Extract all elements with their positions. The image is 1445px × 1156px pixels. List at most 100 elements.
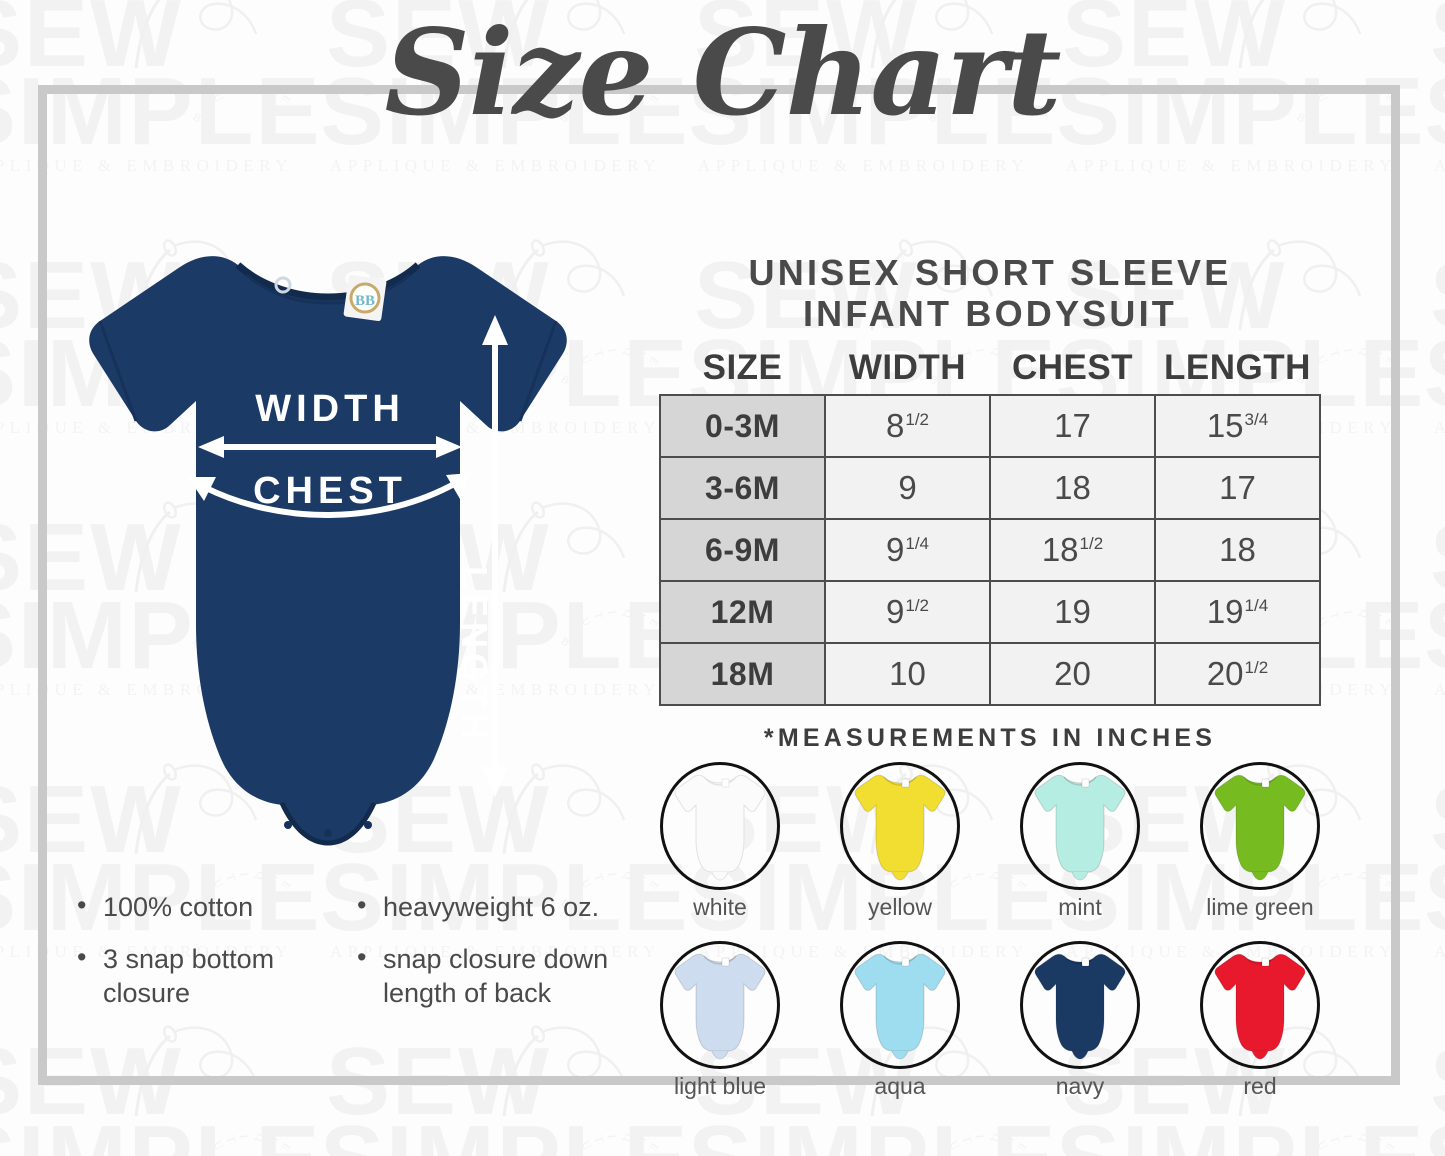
mini-crotch-panel [1251, 1050, 1269, 1060]
cell-width: 91/2 [824, 580, 991, 645]
color-swatch-grid: white yellow mint lime green light blue aqua… [640, 762, 1340, 1100]
thread-curl [541, 1026, 626, 1083]
swatch-label: lime green [1206, 894, 1314, 920]
swatch-label: aqua [874, 1073, 926, 1099]
color-swatch-navy[interactable]: navy [1000, 941, 1160, 1100]
mini-crotch-panel [711, 871, 729, 881]
mini-neckline [883, 955, 917, 965]
width-arrow-head-left [198, 436, 224, 458]
swatch-circle [660, 762, 780, 890]
swatch-ring [660, 941, 780, 1069]
watermark-subtitle: APPLIQUE & EMBROIDERY [1066, 156, 1397, 175]
cell-width-fraction: 1/4 [905, 534, 929, 554]
cell-width: 9 [824, 456, 991, 521]
watermark-simple: SIMPLE [1424, 1111, 1445, 1156]
swatch-circle [840, 941, 960, 1069]
mini-brand-label [721, 778, 730, 788]
mini-neckline [703, 776, 737, 786]
shoulder-snap-icon [274, 276, 292, 294]
bodysuit-shape [89, 256, 567, 805]
watermark-subtitle: APPLIQUE & EMBROIDERY [0, 156, 293, 175]
cell-chest: 181/2 [989, 518, 1156, 583]
crotch-seam [279, 801, 377, 846]
neckline-stitch [245, 273, 411, 305]
table-row: 12M 91/2 19 191/4 [659, 580, 1321, 645]
mini-bodysuit-icon [854, 953, 946, 1060]
watermark-subtitle: APPLIQUE & EMBROIDERY [1434, 156, 1445, 176]
feature-item: snap closure down length of back [355, 940, 615, 1010]
length-label: LENGTH [454, 566, 495, 744]
mini-bodysuit-shape [854, 774, 946, 873]
swatch-label: mint [1058, 894, 1102, 920]
cell-length: 17 [1154, 456, 1321, 521]
swatch-label: red [1243, 1073, 1277, 1099]
watermark-subtitle: APPLIQUE & EMBROIDERY [698, 156, 1029, 175]
swatch-ring [1020, 762, 1140, 890]
watermark-sew: SEW [1430, 771, 1445, 867]
panel-heading-line2: INFANT BODYSUIT [802, 293, 1177, 335]
color-swatch-mint[interactable]: mint [1000, 762, 1160, 921]
sleeve-right-seam [518, 320, 558, 422]
cell-length: 18 [1154, 518, 1321, 583]
column-header-chest: CHEST [1011, 348, 1134, 388]
table-row: 18M 10 20 201/2 [659, 642, 1321, 707]
mini-brand-label [1261, 778, 1270, 788]
bodysuit-diagram: BB WIDTH CHEST LENGTH [70, 225, 590, 865]
mini-bodysuit-icon [1214, 774, 1306, 881]
mini-bodysuit-shape [674, 774, 766, 873]
mini-bodysuit-icon [1214, 953, 1306, 1060]
mini-neckline [1063, 776, 1097, 786]
watermark-simple: SIMPLE [1424, 587, 1445, 683]
mini-brand-label [901, 778, 910, 788]
cell-width: 81/2 [824, 394, 991, 459]
features-column-right: heavyweight 6 oz. snap closure down lengt… [355, 888, 615, 1028]
color-swatch-lime-green[interactable]: lime green [1180, 762, 1340, 921]
swatch-circle [1200, 762, 1320, 890]
panel-heading-line1: UNISEX SHORT SLEEVE [748, 252, 1232, 293]
swatch-ring [1020, 941, 1140, 1069]
color-swatch-red[interactable]: red [1180, 941, 1340, 1100]
snap-2-icon [324, 829, 332, 837]
cell-length: 201/2 [1154, 642, 1321, 707]
cell-width: 10 [824, 642, 991, 707]
mini-bodysuit-shape [674, 953, 766, 1052]
watermark-sew: SEW [0, 1028, 183, 1135]
cell-chest: 19 [989, 580, 1156, 645]
mini-bodysuit-shape [1034, 774, 1126, 873]
mini-bodysuit-icon [674, 953, 766, 1060]
table-body: 0-3M 81/2 17 153/4 3-6M 9 18 17 6-9M 91/4 181/2 18 1… [659, 394, 1321, 707]
watermark-subtitle: APPLIQUE & EMBROIDERY [330, 156, 661, 175]
chest-arrow-curve [202, 480, 458, 518]
color-swatch-yellow[interactable]: yellow [820, 762, 980, 921]
color-swatch-row-2: light blue aqua navy red [640, 941, 1340, 1100]
cell-chest-fraction: 1/2 [1079, 534, 1104, 554]
swatch-circle [840, 762, 960, 890]
brand-logo-icon [349, 282, 381, 314]
table-row: 3-6M 9 18 17 [659, 456, 1321, 521]
cell-size: 0-3M [659, 394, 826, 459]
needle-shaft [134, 1034, 171, 1117]
mini-brand-label [721, 957, 730, 967]
table-row: 0-3M 81/2 17 153/4 [659, 394, 1321, 459]
swatch-circle [1200, 941, 1320, 1069]
bodysuit-body: BB [89, 256, 567, 846]
color-swatch-row-1: white yellow mint lime green [640, 762, 1340, 921]
cell-chest: 18 [989, 456, 1156, 521]
size-chart-table: SIZE WIDTH CHEST LENGTH 0-3M 81/2 17 153/4 3… [659, 348, 1321, 707]
mini-neckline [703, 955, 737, 965]
cell-length-fraction: 1/4 [1244, 596, 1269, 616]
color-swatch-white[interactable]: white [640, 762, 800, 921]
watermark-sew: SEW [1430, 247, 1445, 343]
column-header-length: LENGTH [1164, 348, 1311, 388]
color-swatch-light-blue[interactable]: light blue [640, 941, 800, 1100]
sleeve-left-seam [98, 320, 138, 422]
mini-bodysuit-icon [854, 774, 946, 881]
chest-label: CHEST [253, 470, 407, 512]
color-swatch-aqua[interactable]: aqua [820, 941, 980, 1100]
watermark-sew: SEW [326, 1028, 551, 1135]
watermark-simple: SIMPLE [1424, 325, 1445, 421]
